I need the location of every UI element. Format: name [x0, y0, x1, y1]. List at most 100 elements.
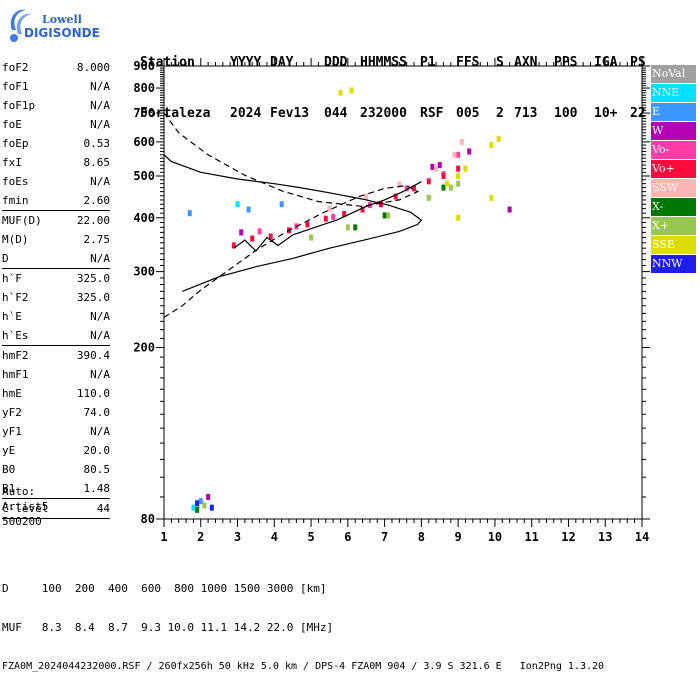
param-row: hmE 110.0	[2, 384, 110, 403]
echo-point	[386, 212, 391, 219]
param-name: h`F2	[2, 291, 29, 304]
echo-point	[430, 163, 435, 170]
param-row: h`F 325.0	[2, 269, 110, 288]
logo-line1: Lowell	[42, 13, 82, 26]
param-value: 390.4	[76, 349, 110, 362]
logo-mark-icon	[10, 9, 32, 42]
echo-point	[187, 210, 192, 217]
distance-row: D 100 200 400 600 800 1000 1500 3000 [km…	[2, 582, 327, 595]
param-row: B1 1.48	[2, 479, 110, 498]
param-name: fxI	[2, 156, 22, 169]
echo-point	[198, 498, 203, 505]
param-value: 74.0	[83, 406, 111, 419]
param-name: yF1	[2, 425, 22, 438]
digisonde-logo: Lowell DIGISONDE	[4, 4, 124, 48]
echo-point	[235, 201, 240, 208]
param-divider	[2, 345, 110, 346]
param-name: foF2	[2, 61, 29, 74]
echo-point	[294, 223, 299, 230]
logo-line2: DIGISONDE	[24, 26, 100, 40]
header-label-6: FFS	[456, 55, 480, 70]
header-value-7: 2	[496, 106, 504, 121]
echo-point	[246, 206, 251, 213]
legend-item: Vo+	[651, 160, 696, 178]
x-tick-label: 13	[598, 530, 612, 544]
param-value: 110.0	[76, 387, 110, 400]
param-row: C-level 44	[2, 499, 110, 518]
param-name: foEp	[2, 137, 29, 150]
header-label-0: Station	[140, 55, 195, 70]
param-value: N/A	[90, 252, 110, 265]
param-value: 8.65	[83, 156, 111, 169]
param-value: 0.53	[83, 137, 111, 150]
param-divider	[2, 210, 110, 211]
header-value-9: 100	[554, 106, 578, 121]
scaled-parameters-panel: foF2 8.000 foF1 N/A foF1p N/A foE N/A foEp 0.53 fx…	[2, 58, 110, 519]
x-tick-label: 14	[635, 530, 649, 544]
x-tick-label: 4	[271, 530, 278, 544]
param-row: foF1p N/A	[2, 96, 110, 115]
y-tick-label: 400	[133, 211, 155, 225]
param-value: 325.0	[76, 272, 110, 285]
param-value: 325.0	[76, 291, 110, 304]
echo-point	[353, 224, 358, 231]
echo-point	[441, 173, 446, 180]
param-value: 2.60	[83, 194, 111, 207]
echo-point	[426, 194, 431, 201]
header-values-row: Fortaleza 2024 Fev13 044 232000 RSF 005 2 713 100…	[140, 105, 660, 122]
param-value: 8.000	[76, 61, 110, 74]
header-value-8: 713	[514, 106, 538, 121]
legend-item: X-	[651, 198, 696, 216]
header-label-9: PPS	[554, 55, 578, 70]
auto-program: Artist5	[2, 500, 49, 513]
y-tick-label: 200	[133, 341, 155, 355]
param-row: foE N/A	[2, 115, 110, 134]
echo-point	[231, 242, 236, 249]
electron-density-profile-line	[163, 154, 423, 292]
echo-point	[404, 185, 409, 192]
param-name: D	[2, 252, 9, 265]
footer-info: D 100 200 400 600 800 1000 1500 3000 [km…	[2, 556, 604, 686]
x-tick-label: 1	[160, 530, 167, 544]
echo-point	[456, 214, 461, 221]
param-name: B1	[2, 482, 16, 495]
echo-point	[393, 193, 398, 200]
header-label-5: P1	[420, 55, 436, 70]
legend-item: X+	[651, 217, 696, 235]
param-name: foF1p	[2, 99, 36, 112]
x-tick-label: 12	[561, 530, 575, 544]
param-row: yF1 N/A	[2, 422, 110, 441]
header-label-7: S	[496, 55, 504, 70]
param-row: fmin 2.60	[2, 191, 110, 210]
param-name: foEs	[2, 175, 29, 188]
param-name: hmF2	[2, 349, 29, 362]
param-name: C-level	[2, 502, 49, 515]
param-value: 2.75	[83, 233, 111, 246]
echo-point	[441, 184, 446, 191]
param-row: foF1 N/A	[2, 77, 110, 96]
legend-item: NNW	[651, 255, 696, 273]
echo-point	[209, 504, 214, 511]
echo-point	[309, 234, 314, 241]
echo-point	[382, 212, 387, 219]
header-label-1: YYYY	[230, 55, 262, 70]
param-row: B0 80.5	[2, 460, 110, 479]
param-row: yE 20.0	[2, 441, 110, 460]
param-name: hmE	[2, 387, 22, 400]
param-name: B0	[2, 463, 16, 476]
param-name: MUF(D)	[2, 214, 42, 227]
param-value: N/A	[90, 99, 110, 112]
echo-point	[202, 502, 207, 509]
echo-point	[467, 148, 472, 155]
polarization-legend: NoVal NNE E W Vo- Vo+ SSW X- X+ SSE NNW	[651, 65, 696, 274]
param-row: D N/A	[2, 249, 110, 268]
param-name: M(D)	[2, 233, 29, 246]
y-tick-label: 500	[133, 169, 155, 183]
param-value: N/A	[90, 310, 110, 323]
echo-point	[459, 138, 464, 145]
echo-point	[397, 181, 402, 188]
x-tick-label: 2	[197, 530, 204, 544]
param-name: hmF1	[2, 368, 29, 381]
x-tick-label: 7	[381, 530, 388, 544]
param-divider	[2, 518, 110, 519]
